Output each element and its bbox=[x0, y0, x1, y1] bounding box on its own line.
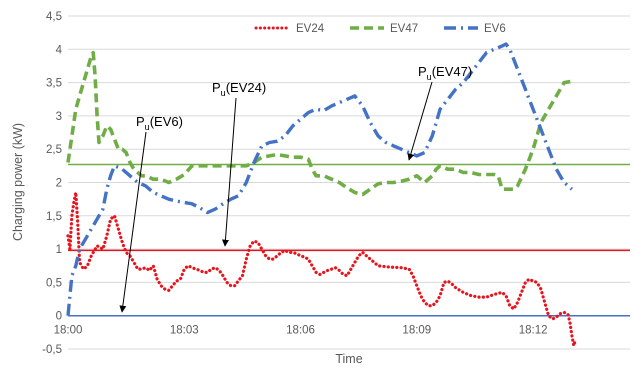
x-tick-label: 18:09 bbox=[402, 325, 431, 337]
x-tick-label: 18:12 bbox=[519, 325, 548, 337]
annotation-pu-ev24: Pu(EV24) bbox=[212, 80, 266, 98]
annotations: Pu(EV47) Pu(EV24) Pu(EV6) bbox=[119, 64, 472, 313]
annotation-arrow-ev24 bbox=[221, 97, 237, 247]
y-tick-label: 4,5 bbox=[46, 11, 62, 23]
y-axis-title: Charging power (kW) bbox=[11, 123, 25, 241]
x-tick-label: 18:06 bbox=[286, 325, 315, 337]
legend-label-ev24: EV24 bbox=[296, 23, 325, 35]
y-tick-label: -0,5 bbox=[42, 344, 62, 356]
y-tick-label: 3 bbox=[56, 111, 62, 123]
y-tick-label: 2 bbox=[56, 178, 62, 190]
series-line-ev6 bbox=[66, 42, 574, 316]
legend-label-ev6: EV6 bbox=[484, 23, 506, 35]
y-tick-label: 0 bbox=[56, 311, 62, 323]
y-tick-label: 0,5 bbox=[46, 277, 62, 289]
annotation-pu-ev47: Pu(EV47) bbox=[418, 64, 472, 82]
series-line-ev47 bbox=[66, 50, 573, 197]
series-line-ev24 bbox=[66, 190, 578, 348]
y-tick-label: 4 bbox=[56, 44, 63, 56]
y-axis-ticks: -0,5 0 0,5 1 1,5 2 2,5 3 3,5 4 4,5 bbox=[42, 11, 62, 356]
gridlines bbox=[68, 15, 630, 350]
y-tick-label: 2,5 bbox=[46, 144, 62, 156]
legend: EV24 EV47 EV6 bbox=[254, 23, 506, 35]
annotation-arrow-ev47 bbox=[407, 81, 433, 161]
y-tick-label: 1 bbox=[56, 244, 62, 256]
series-lines bbox=[66, 42, 578, 348]
x-tick-label: 18:03 bbox=[170, 325, 199, 337]
y-tick-label: 1,5 bbox=[46, 211, 62, 223]
y-tick-label: 3,5 bbox=[46, 78, 62, 90]
x-axis-title: Time bbox=[335, 352, 362, 366]
reference-lines bbox=[68, 163, 630, 317]
x-axis-ticks: 18:00 18:03 18:06 18:09 18:12 bbox=[54, 325, 548, 337]
legend-label-ev47: EV47 bbox=[390, 23, 418, 35]
annotation-arrow-ev6 bbox=[119, 131, 147, 313]
annotation-pu-ev6: Pu(EV6) bbox=[136, 114, 183, 132]
x-tick-label: 18:00 bbox=[54, 325, 83, 337]
